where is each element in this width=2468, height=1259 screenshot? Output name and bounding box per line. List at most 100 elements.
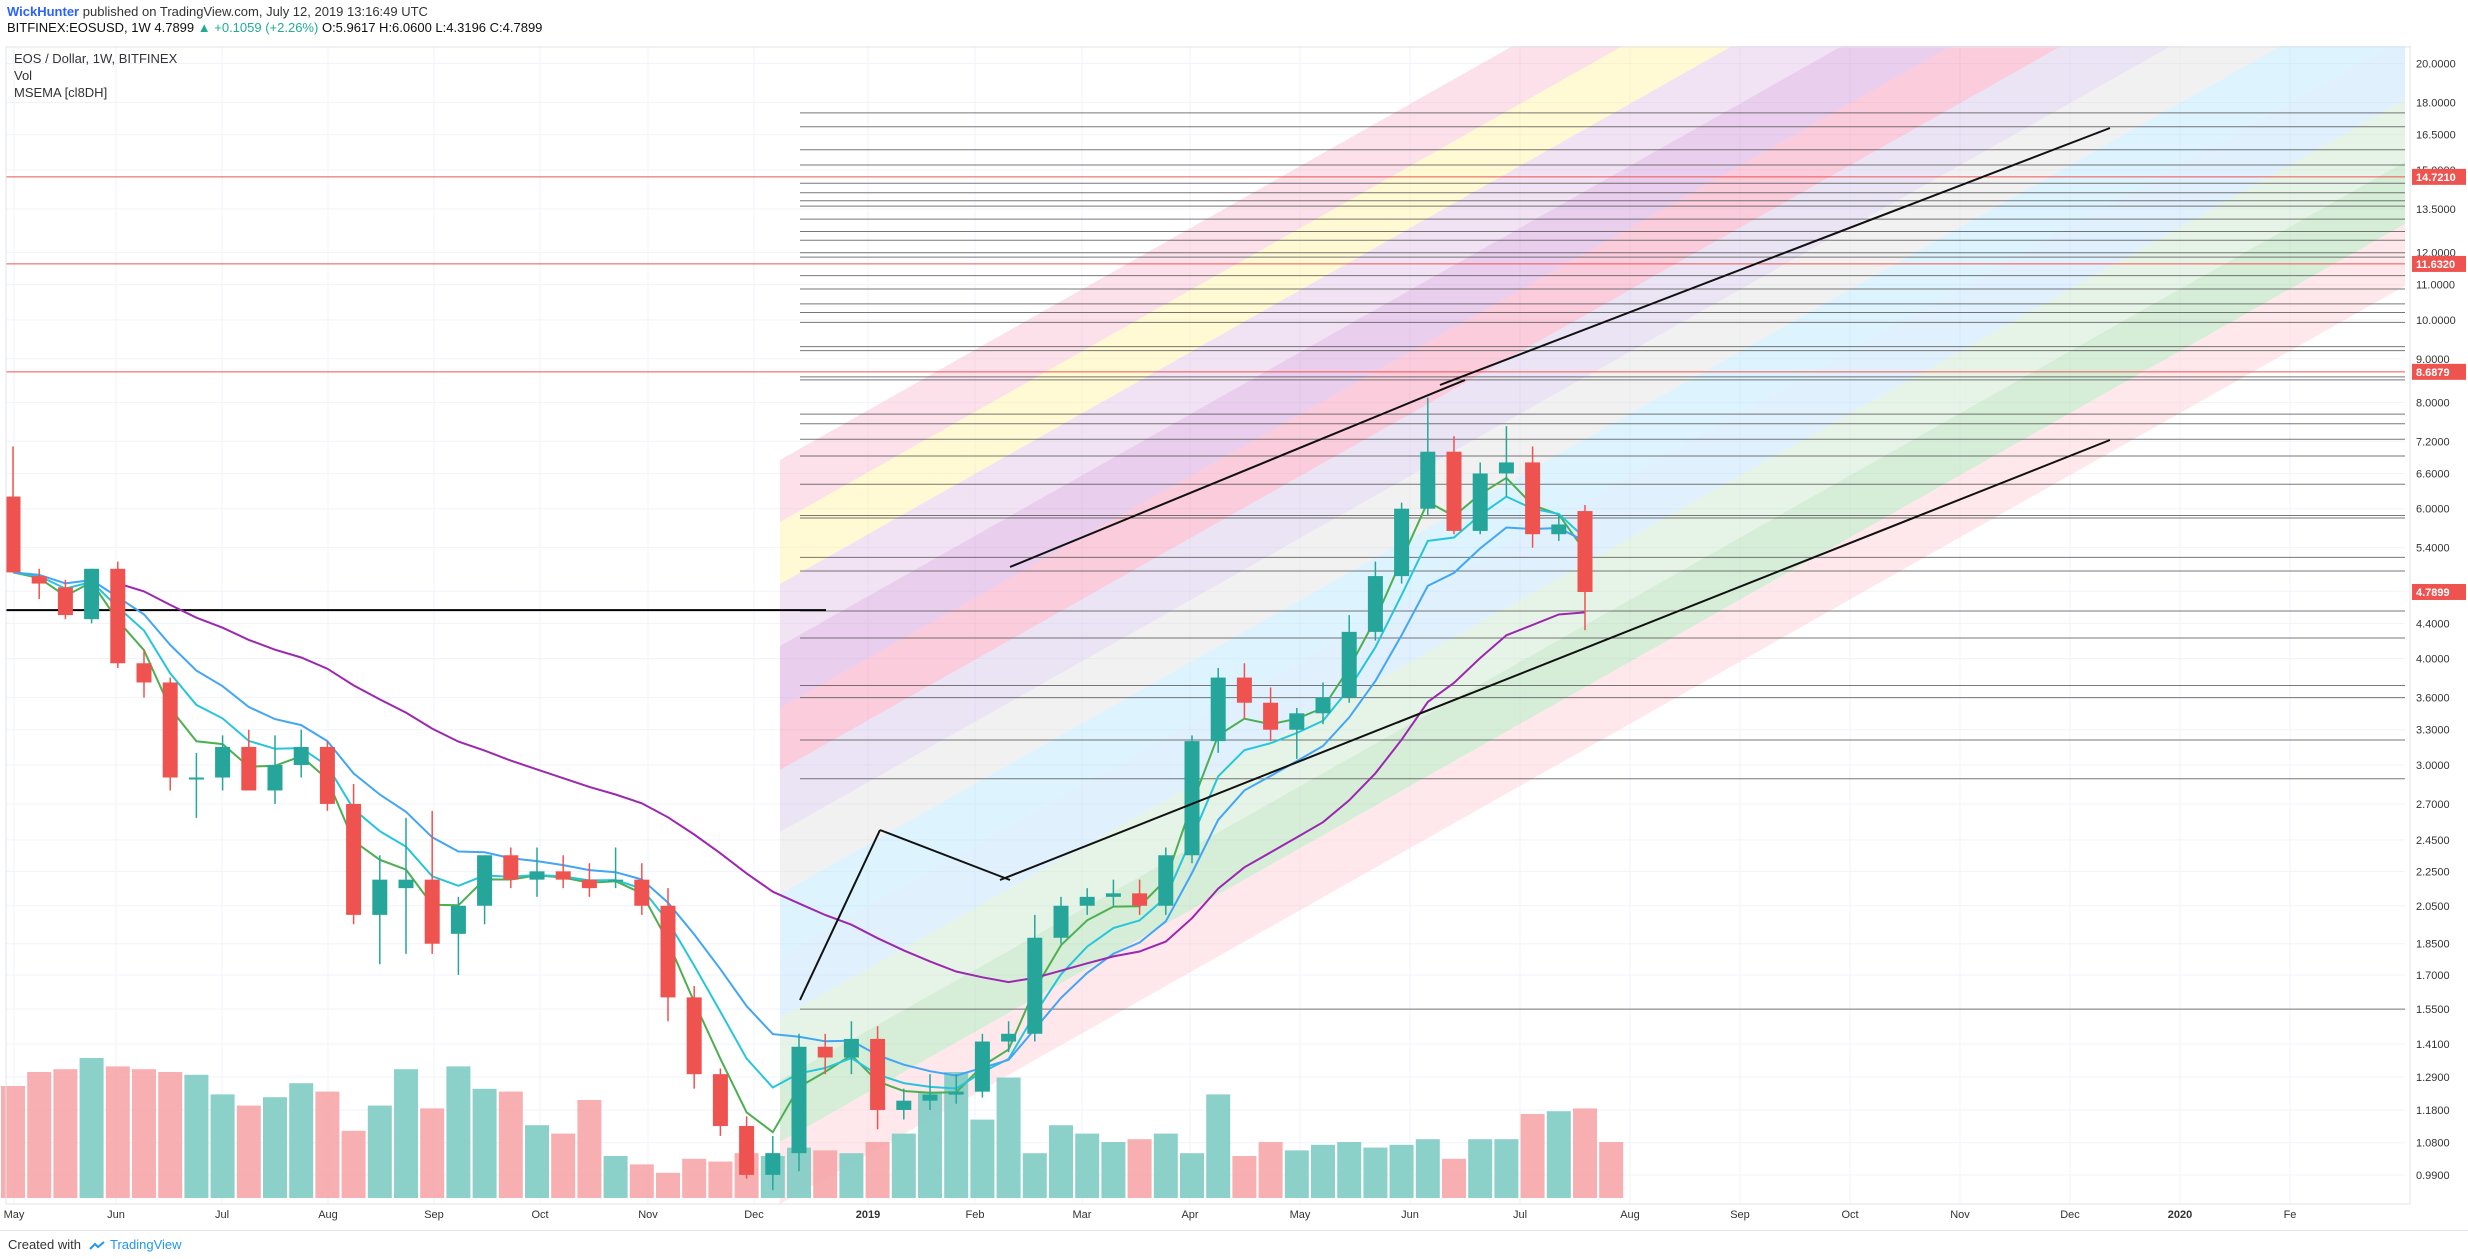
volume-bar <box>525 1125 549 1198</box>
trendline <box>999 439 2111 881</box>
volume-bar <box>1232 1156 1257 1198</box>
candle-body <box>346 803 362 915</box>
volume-bar <box>1206 1094 1231 1198</box>
price-tick-label: 10.0000 <box>2416 315 2456 327</box>
time-tick-label: Aug <box>318 1209 338 1221</box>
candle-body <box>1420 451 1436 509</box>
price-chart[interactable]: 22.000020.000018.000016.500015.000013.50… <box>0 46 2468 1230</box>
candle <box>5 446 21 573</box>
price-tick-label: 1.1800 <box>2416 1105 2450 1117</box>
candle <box>1525 446 1541 548</box>
candle <box>896 1088 912 1120</box>
candle-body <box>1158 855 1174 906</box>
candle-body <box>1551 524 1567 535</box>
candle <box>660 888 676 1022</box>
price-label: 4.7899 <box>2416 587 2450 599</box>
price-axis: 22.000020.000018.000016.500015.000013.50… <box>2409 46 2468 1204</box>
candle-body <box>1577 511 1593 592</box>
candle-body <box>215 746 231 778</box>
candle-body <box>608 879 624 882</box>
tradingview-link[interactable]: TradingView <box>110 1237 182 1252</box>
candle <box>1184 735 1200 864</box>
volume-bar <box>970 1119 995 1198</box>
candles <box>5 397 1593 1191</box>
candle-body <box>1105 893 1121 897</box>
volume-bar <box>1284 1150 1309 1198</box>
price-axis-bg <box>2410 46 2468 1204</box>
candle <box>1053 896 1069 944</box>
candle <box>1210 667 1226 753</box>
candle <box>31 568 47 599</box>
candle <box>922 1074 938 1110</box>
time-tick-label: Sep <box>1730 1209 1750 1221</box>
candle <box>110 561 126 668</box>
legend-title: EOS / Dollar, 1W, BITFINEX <box>14 51 178 66</box>
volume-bar <box>1 1086 25 1198</box>
candle <box>1577 505 1593 631</box>
candle-body <box>1001 1033 1017 1042</box>
time-tick-label: Aug <box>1620 1209 1640 1221</box>
candle-body <box>1341 631 1357 698</box>
volume-bar <box>1520 1114 1545 1198</box>
fib-band <box>780 46 1733 584</box>
candle-body <box>5 496 21 573</box>
price-tick-label: 8.0000 <box>2416 397 2450 409</box>
price-tick-label: 2.0500 <box>2416 901 2450 913</box>
trendline <box>879 829 1011 881</box>
author-link[interactable]: WickHunter <box>7 4 80 19</box>
candle <box>1289 707 1305 759</box>
candle <box>346 783 362 925</box>
price-tick-label: 13.5000 <box>2416 204 2456 216</box>
price-label: 8.6879 <box>2416 367 2450 379</box>
candle <box>1315 682 1331 725</box>
candle <box>739 1116 755 1179</box>
volume-bars <box>1 1058 1624 1198</box>
candle-body <box>896 1100 912 1110</box>
candle <box>503 847 519 889</box>
price-tick-label: 6.0000 <box>2416 504 2450 516</box>
candle-body <box>581 879 597 889</box>
volume-bar <box>1546 1111 1571 1198</box>
candle <box>1236 663 1252 719</box>
volume-bar <box>315 1091 340 1198</box>
candle <box>581 863 597 897</box>
price-tick-label: 2.4500 <box>2416 835 2450 847</box>
candle <box>1394 502 1410 584</box>
trendline <box>1009 379 1466 568</box>
price-tick-label: 9.0000 <box>2416 354 2450 366</box>
candle-body <box>1132 893 1148 906</box>
time-tick-label: 2019 <box>856 1209 880 1221</box>
time-tick-label: Fe <box>2284 1209 2297 1221</box>
candle <box>241 729 257 791</box>
fib-band <box>780 46 2391 956</box>
time-tick-label: Dec <box>744 1209 764 1221</box>
candle <box>1367 561 1383 641</box>
time-tick-label: 2020 <box>2168 1209 2192 1221</box>
candle <box>1551 514 1567 541</box>
fib-band <box>780 223 2405 1204</box>
candle <box>1263 687 1279 742</box>
candle-body <box>1525 462 1541 535</box>
price-tick-label: 1.2900 <box>2416 1072 2450 1084</box>
volume-bar <box>446 1066 471 1198</box>
price-tick-label: 16.5000 <box>2416 130 2456 142</box>
candle <box>319 741 335 811</box>
candle-body <box>424 879 440 944</box>
candle-body <box>1184 741 1200 856</box>
trendline <box>799 829 881 1001</box>
candle-body <box>686 997 702 1075</box>
fib-extension-lines <box>800 112 2405 1010</box>
candle-body <box>1446 451 1462 531</box>
candle-body <box>922 1094 938 1101</box>
candle <box>686 986 702 1089</box>
candle-body <box>765 1153 781 1175</box>
price-tick-label: 4.4000 <box>2416 618 2450 630</box>
candle <box>1420 397 1436 515</box>
symbol-line: BITFINEX:EOSUSD, 1W 4.7899 ▲ +0.1059 (+2… <box>7 20 542 35</box>
time-tick-label: Sep <box>424 1209 444 1221</box>
candle-body <box>319 746 335 804</box>
time-tick-label: Feb <box>966 1209 985 1221</box>
volume-bar <box>629 1164 654 1198</box>
volume-bar <box>27 1072 52 1198</box>
volume-bar <box>1415 1139 1440 1198</box>
